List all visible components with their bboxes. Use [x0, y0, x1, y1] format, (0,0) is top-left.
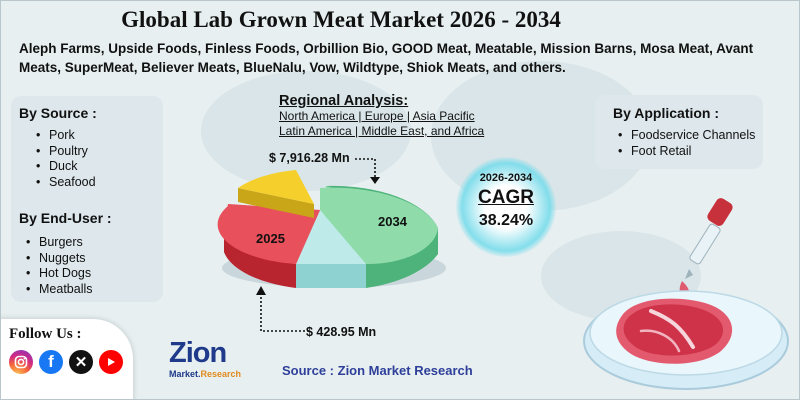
- regional-line: North America | Europe | Asia Pacific: [279, 109, 475, 123]
- list-item: Pork: [19, 128, 159, 144]
- zion-logo-subtitle: Market.Research: [169, 369, 241, 379]
- facebook-icon[interactable]: f: [39, 350, 63, 374]
- callout-2034-value: $ 7,916.28 Mn: [269, 151, 350, 165]
- pie-slice-cyan-side: [296, 264, 366, 288]
- pie-slice-green-top: [320, 187, 438, 265]
- cagr-glow: [456, 157, 556, 257]
- pie-slice-red-top: [224, 204, 320, 264]
- list-item: Hot Dogs: [9, 266, 159, 282]
- youtube-icon[interactable]: [99, 350, 123, 374]
- list-item: Poultry: [19, 144, 159, 160]
- page-title: Global Lab Grown Meat Market 2026 - 2034: [121, 7, 561, 32]
- cagr-value: 38.24%: [478, 212, 534, 229]
- companies-list: Aleph Farms, Upside Foods, Finless Foods…: [19, 41, 754, 75]
- follow-label: Follow Us :: [9, 326, 82, 342]
- by-end-user-list: Burgers Nuggets Hot Dogs Meatballs: [9, 235, 159, 297]
- regional-title: Regional Analysis:: [279, 93, 409, 109]
- zion-logo: Zion: [169, 337, 227, 369]
- callout-2025-value: $ 428.95 Mn: [306, 325, 377, 339]
- list-item: Foodservice Channels: [601, 128, 771, 144]
- list-item: Burgers: [9, 235, 159, 251]
- logo-sub-right: Research: [200, 369, 242, 379]
- regional-line: Latin America | Middle East, and Africa: [279, 124, 485, 138]
- lab-meat-illustration: [583, 198, 789, 390]
- steak-icon: [616, 298, 733, 364]
- by-source-heading: By Source :: [19, 105, 97, 121]
- pie-slice-yellow: [238, 170, 314, 204]
- by-application-heading: By Application :: [613, 105, 720, 121]
- callout-arrow-2025: [256, 286, 309, 332]
- by-end-user-heading: By End-User :: [19, 210, 112, 226]
- list-item: Foot Retail: [601, 144, 771, 160]
- by-application-list: Foodservice Channels Foot Retail: [601, 128, 771, 159]
- by-source-list: Pork Poultry Duck Seafood: [19, 128, 159, 190]
- pie-slice-cyan: [296, 210, 366, 264]
- logo-sub-left: Market.: [169, 369, 201, 379]
- pie-label-2034: 2034: [378, 214, 408, 229]
- cagr-label: CAGR: [478, 187, 534, 208]
- pie-slice-yellow-side: [238, 188, 314, 218]
- instagram-icon[interactable]: [9, 350, 33, 374]
- list-item: Nuggets: [9, 251, 159, 267]
- list-item: Seafood: [19, 175, 159, 191]
- pie-label-2025: 2025: [256, 231, 285, 246]
- x-icon[interactable]: ✕: [69, 350, 93, 374]
- source-text: Source : Zion Market Research: [282, 363, 473, 378]
- callout-arrow-2034: [355, 158, 380, 184]
- dropper-icon: [679, 198, 733, 297]
- list-item: Meatballs: [9, 282, 159, 298]
- cagr-years: 2026-2034: [479, 172, 533, 184]
- regional-analysis: Regional Analysis: North America | Europ…: [279, 93, 529, 139]
- pie-illustration: 2034 2025: [217, 170, 446, 288]
- list-item: Duck: [19, 159, 159, 175]
- background-map-shape: [201, 71, 411, 191]
